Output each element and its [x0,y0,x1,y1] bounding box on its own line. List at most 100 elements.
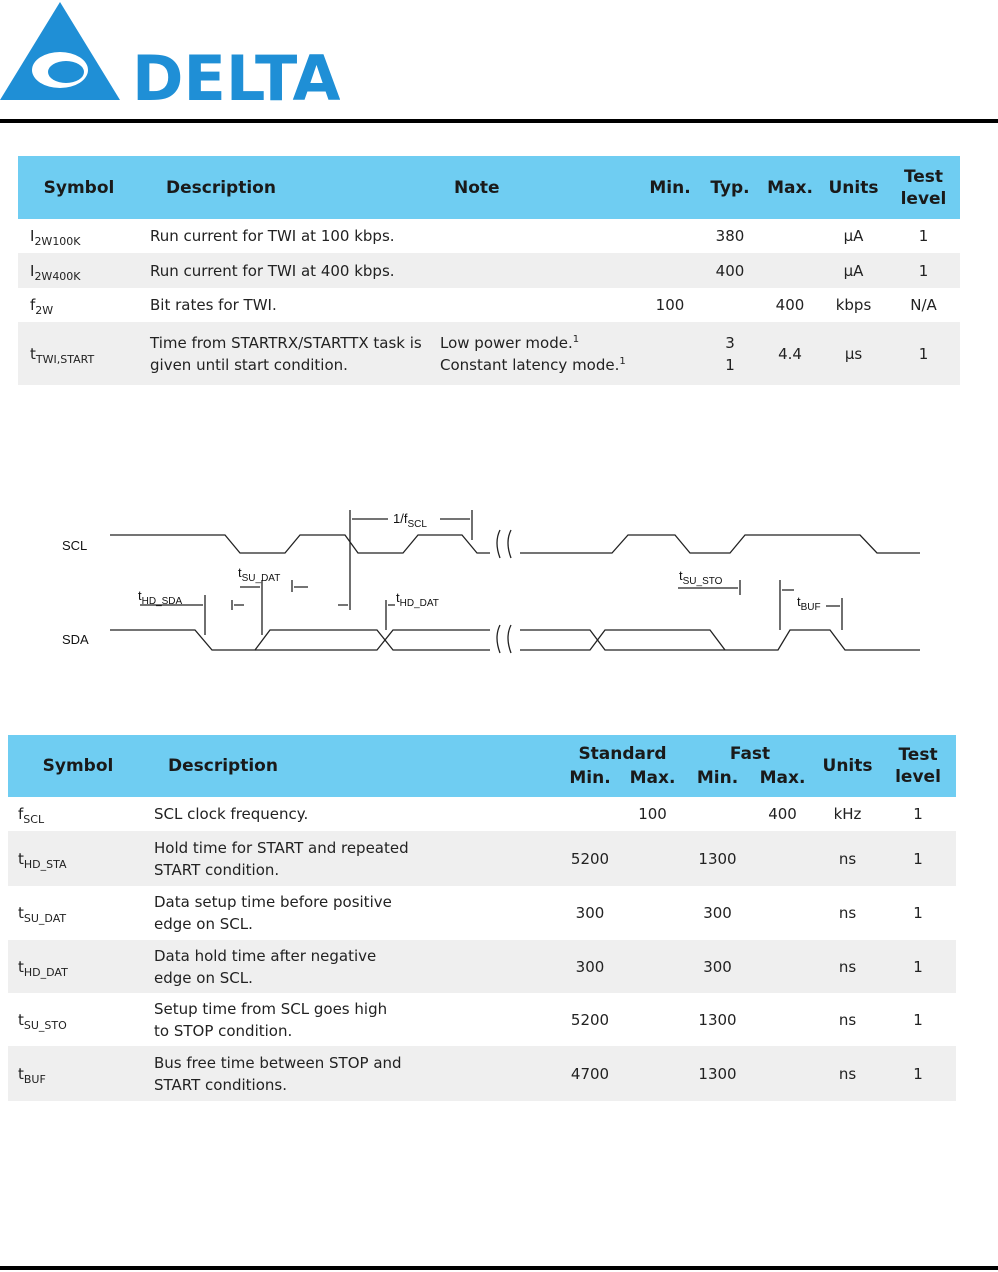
symbol-sub: 2W [35,304,54,317]
cell [750,1046,816,1101]
symbol-sub: SU_STO [23,1018,67,1032]
cell: Hold time for START and repeated START co… [148,831,560,886]
symbol-base: t [18,1064,24,1083]
symbol-base: f [30,296,36,314]
cell [750,993,815,1046]
symbol-sub: SCL [23,813,45,826]
cell [640,322,700,385]
table-row: tSU_DAT Data setup time before positive ed… [8,886,956,940]
column-header: Units [815,735,881,797]
cell [640,219,700,253]
scl-wave-2 [520,534,920,554]
cell: fSCL [8,797,148,831]
cell [430,288,640,322]
logo-text: DELTA [132,42,340,105]
su-dat-label: tSU_DAT [238,565,280,584]
cell: tHD_DAT [8,940,148,993]
cell: 400 [700,253,760,288]
table-row: tSU_STO Setup time from SCL goes high to S… [8,993,956,1046]
symbol-sub: TWI,START [35,352,95,366]
cell [560,797,620,831]
cell: 5200 [570,1010,610,1029]
cell: 400 [775,296,805,314]
cell: tSU_DAT [8,886,148,940]
sda-wave [110,629,490,651]
column-header: Description [148,735,560,797]
cell-line: edge on SCL. [154,915,253,933]
table-row: tHD_STA Hold time for START and repeated S… [8,831,957,886]
cell: 1 [880,1046,957,1101]
cell-line: Setup time from SCL goes high [154,999,388,1018]
cell: 1 [913,805,923,823]
cell-line: Constant latency mode.1 [440,354,639,376]
cell: 1 [913,1010,923,1029]
column-header: Symbol [8,735,148,797]
header-row: Min. Max. Min. Max. [8,766,956,797]
cell [640,253,700,288]
note-sup: 1 [619,355,626,367]
table-row: f2W Bit rates for TWI. 100 400 kbps N/A [18,288,960,322]
su-sto-label: tSU_STO [679,568,723,587]
table-row: I2W400K Run current for TWI at 400 kbps. 4… [18,253,960,288]
cell: Bit rates for TWI. [150,296,277,314]
column-header: Typ. [700,156,760,219]
cell: kbps [835,296,872,314]
table-row: fSCL SCL clock frequency. 100 400 kHz 1 [8,797,956,831]
break-marks [496,529,512,654]
symbol-sub: BUF [23,1072,46,1086]
cell: tTWI,START [18,322,140,385]
column-group-header: Fast [685,735,816,766]
cell [620,886,685,940]
cell: ns [838,904,857,922]
arrows [140,518,840,607]
cell: Time from STARTRX/STARTTX task is given … [140,322,430,385]
cell: Low power mode.1 Constant latency mode.1 [430,322,640,385]
symbol-base: I [30,227,35,245]
table-row: I2W100K Run current for TWI at 100 kbps. 3… [18,219,960,253]
table-row: tHD_DAT Data hold time after negative edge… [8,940,957,993]
cell: tBUF [8,1046,148,1101]
cell [760,219,820,253]
cell: Run current for TWI at 100 kbps. [150,227,395,245]
cell: 1 [880,831,957,886]
symbol-base: t [18,904,24,922]
cell: ns [815,831,881,886]
symbol-base: t [30,344,36,363]
markers [204,510,843,635]
logo-triangle [0,2,120,100]
column-subheader: Min. [685,766,751,797]
column-header: Note [430,156,640,219]
cell: µA [843,227,864,245]
sda-wave-2 [520,629,920,651]
cell [750,831,816,886]
cell: 300 [575,904,605,922]
cell: 4.4 [760,322,820,385]
column-header: Description [140,156,430,219]
table-row: tTWI,START Time from STARTRX/STARTTX task… [18,322,960,385]
cell: SCL clock frequency. [148,797,560,831]
column-header: Test level [880,735,957,797]
cell [430,219,640,253]
symbol-base: I [30,261,35,280]
table-2: Symbol Description Standard Fast Units Test l… [8,735,957,1101]
column-header: Units [820,156,887,219]
table-row: tBUF Bus free time between STOP and START … [8,1046,957,1101]
period-label: 1/fSCL [393,511,427,530]
cell-line: Hold time for START and repeated [154,838,409,857]
symbol-sub: SU_DAT [23,912,67,925]
cell-line: Data setup time before positive [154,893,392,911]
cell: 1 [918,227,929,245]
cell-line: edge on SCL. [154,968,253,987]
cell: Bus free time between STOP and START cond… [148,1046,560,1101]
cell: N/A [910,296,937,314]
cell-line: to STOP condition. [154,1021,293,1040]
column-subheader: Min. [560,766,620,797]
cell: 400 [768,805,797,823]
column-subheader: Max. [750,766,816,797]
timing-diagram: SCL SDA 1/fSCL tSU_DAT tHD_SDA tHD_DAT t… [62,510,920,654]
cell: 1 [887,322,960,385]
cell: 380 [715,227,745,245]
symbol-base: t [18,1010,24,1029]
cell-line: START condition. [154,860,280,879]
